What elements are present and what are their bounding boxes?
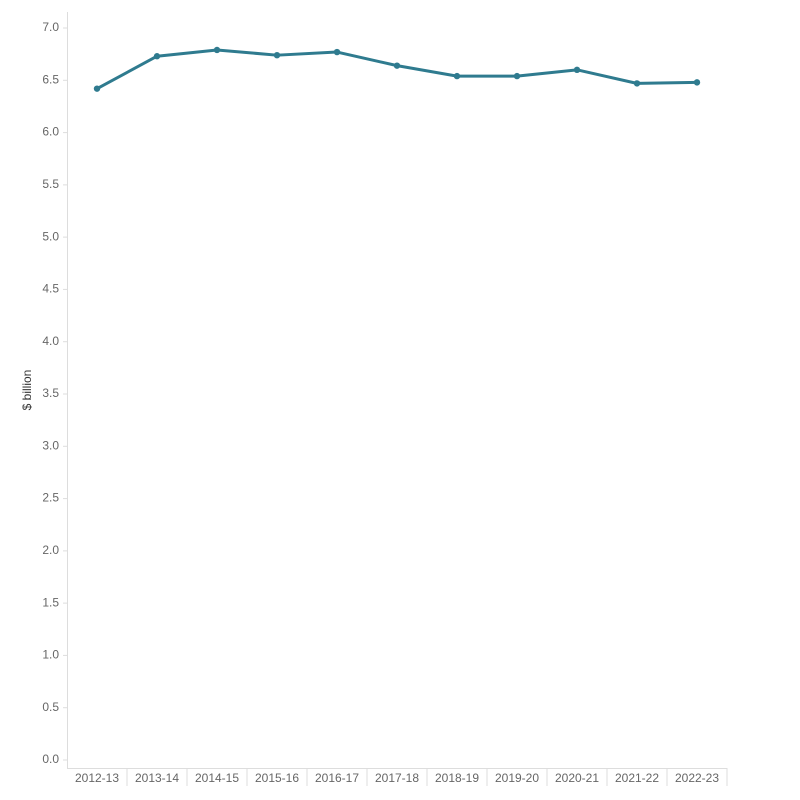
point (633, 80, 641, 87)
x-tick-label: 2018-19 (435, 771, 479, 785)
line (96, 48, 698, 90)
y-tick-label: 4.0 (42, 334, 59, 348)
y-tick-label: 1.5 (42, 595, 59, 609)
point (333, 48, 341, 56)
point (273, 51, 281, 59)
y-tick-label: 2.5 (42, 491, 59, 505)
x-tick-label: 2021-22 (615, 771, 659, 785)
point (93, 85, 101, 92)
y-tick-label: 6.5 (42, 72, 59, 86)
x-tick-label: 2014-15 (195, 771, 239, 785)
point (513, 72, 521, 80)
y-tick-label: 1.0 (42, 648, 59, 662)
x-tick-label: 2019-20 (495, 771, 539, 785)
x-tick-label: 2020-21 (555, 771, 599, 785)
x-tick-label: 2015-16 (255, 771, 299, 785)
y-axis-label: $ billion (20, 370, 34, 411)
point (393, 62, 401, 69)
y-tick-label: 2.0 (42, 543, 59, 557)
point (693, 79, 701, 86)
point (153, 53, 161, 60)
y-tick-label: 5.0 (42, 229, 59, 243)
y-tick-label: 3.0 (42, 438, 59, 452)
x-tick-label: 2022-23 (675, 771, 719, 785)
y-tick-label: 0.5 (42, 700, 59, 714)
point (213, 46, 221, 54)
y-tick-label: 0.0 (42, 752, 59, 766)
x-tick-label: 2017-18 (375, 771, 419, 785)
x-tick-label: 2016-17 (315, 771, 359, 785)
x-tick-label: 2013-14 (135, 771, 179, 785)
y-tick-label: 4.5 (42, 282, 59, 296)
point (573, 66, 581, 74)
y-tick-label: 6.0 (42, 125, 59, 139)
x-tick-label: 2012-13 (75, 771, 119, 785)
y-tick-label: 5.5 (42, 177, 59, 191)
y-tick-label: 3.5 (42, 386, 59, 400)
point (453, 72, 461, 80)
y-tick-label: 7.0 (42, 20, 59, 34)
